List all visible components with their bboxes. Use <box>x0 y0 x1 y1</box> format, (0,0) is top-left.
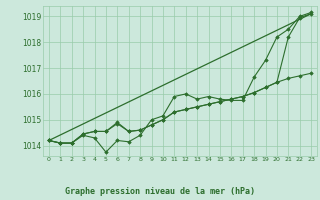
Text: Graphe pression niveau de la mer (hPa): Graphe pression niveau de la mer (hPa) <box>65 187 255 196</box>
